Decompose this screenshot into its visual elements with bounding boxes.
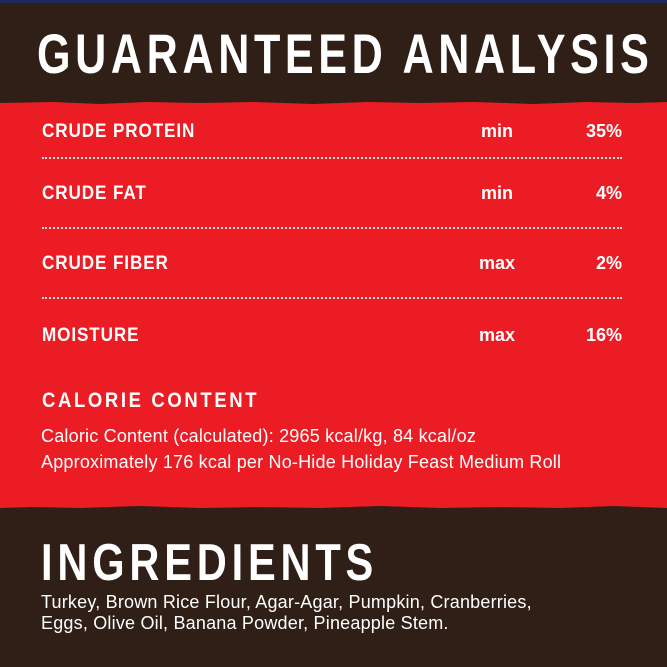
- row-qualifier: max: [478, 325, 516, 345]
- calorie-line-2: Approximately 176 kcal per No-Hide Holid…: [41, 452, 562, 472]
- row-value: 35%: [585, 121, 622, 141]
- analysis-row-moisture: MOISTURE max 16%: [42, 325, 622, 355]
- analysis-row-crude-protein: CRUDE PROTEIN min 35%: [42, 121, 622, 151]
- calorie-line-1: Caloric Content (calculated): 2965 kcal/…: [41, 426, 477, 446]
- ingredients-line-2: Eggs, Olive Oil, Banana Powder, Pineappl…: [41, 613, 449, 633]
- dotted-divider: [42, 227, 622, 229]
- row-value: 16%: [585, 325, 622, 345]
- row-label: CRUDE FAT: [42, 183, 147, 204]
- row-value: 4%: [595, 183, 622, 203]
- top-edge-strip: [0, 0, 667, 3]
- calorie-heading: CALORIE CONTENT: [42, 389, 260, 412]
- analysis-row-crude-fat: CRUDE FAT min 4%: [42, 183, 622, 213]
- row-qualifier: min: [480, 121, 513, 141]
- row-qualifier: min: [480, 183, 513, 203]
- ingredients-heading: INGREDIENTS: [41, 534, 379, 592]
- ingredients-line-1: Turkey, Brown Rice Flour, Agar-Agar, Pum…: [41, 592, 532, 612]
- row-label: CRUDE FIBER: [42, 253, 169, 274]
- row-label: MOISTURE: [42, 325, 140, 346]
- dotted-divider: [42, 297, 622, 299]
- row-label: CRUDE PROTEIN: [42, 121, 196, 142]
- dotted-divider: [42, 157, 622, 159]
- analysis-title: GUARANTEED ANALYSIS: [37, 22, 654, 85]
- row-value: 2%: [595, 253, 622, 273]
- row-qualifier: max: [478, 253, 516, 273]
- analysis-panel: [0, 102, 667, 508]
- analysis-row-crude-fiber: CRUDE FIBER max 2%: [42, 253, 622, 283]
